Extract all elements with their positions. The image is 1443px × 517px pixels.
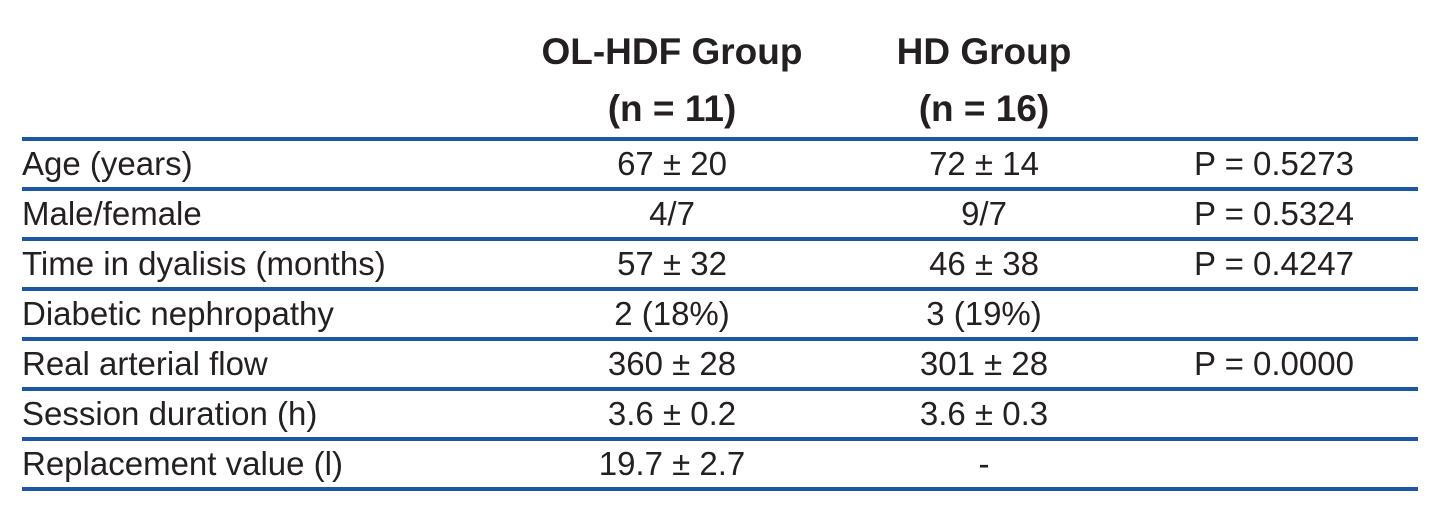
table-row-diabetic-nephropathy: Diabetic nephropathy 2 (18%) 3 (19%) [22,289,1418,341]
table-row-real-arterial-flow: Real arterial flow 360 ± 28 301 ± 28 P =… [22,339,1418,391]
table-row-time-in-dialysis: Time in dyalisis (months) 57 ± 32 46 ± 3… [22,239,1418,291]
olhdf-value: 67 ± 20 [452,139,892,191]
row-label: Replacement value (l) [22,439,452,491]
olhdf-value: 4/7 [452,189,892,241]
row-label: Diabetic nephropathy [22,289,452,341]
olhdf-value: 57 ± 32 [452,239,892,291]
table-header: OL-HDF Group (n = 11) HD Group (n = 16) [22,0,1418,141]
olhdf-value: 2 (18%) [452,289,892,341]
hd-value: 3.6 ± 0.3 [892,389,1076,441]
hd-value: 301 ± 28 [892,339,1076,391]
p-value: P = 0.0000 [1076,339,1418,391]
hd-group-title: HD Group [896,31,1072,72]
olhdf-value: 19.7 ± 2.7 [452,439,892,491]
header-row: OL-HDF Group (n = 11) HD Group (n = 16) [22,0,1418,141]
row-label: Real arterial flow [22,339,452,391]
p-value [1076,439,1418,491]
header-hd-group: HD Group (n = 16) [892,0,1076,141]
table-row-sex: Male/female 4/7 9/7 P = 0.5324 [22,189,1418,241]
row-label: Age (years) [22,139,452,191]
hd-value: 9/7 [892,189,1076,241]
table-row-age: Age (years) 67 ± 20 72 ± 14 P = 0.5273 [22,139,1418,191]
p-value: P = 0.5273 [1076,139,1418,191]
olhdf-group-title: OL-HDF Group [541,31,803,72]
hd-group-n: (n = 16) [918,88,1050,129]
header-empty-label-cell [22,0,452,141]
p-value [1076,389,1418,441]
olhdf-value: 360 ± 28 [452,339,892,391]
p-value: P = 0.5324 [1076,189,1418,241]
row-label: Time in dyalisis (months) [22,239,452,291]
header-olhdf-group: OL-HDF Group (n = 11) [452,0,892,141]
patient-characteristics-table: OL-HDF Group (n = 11) HD Group (n = 16) … [22,0,1418,491]
hd-value: - [892,439,1076,491]
hd-value: 72 ± 14 [892,139,1076,191]
p-value: P = 0.4247 [1076,239,1418,291]
header-empty-p-cell [1076,0,1418,141]
olhdf-group-n: (n = 11) [607,88,737,129]
table-row-replacement-value: Replacement value (l) 19.7 ± 2.7 - [22,439,1418,491]
row-label: Male/female [22,189,452,241]
row-label: Session duration (h) [22,389,452,441]
table-row-session-duration: Session duration (h) 3.6 ± 0.2 3.6 ± 0.3 [22,389,1418,441]
p-value [1076,289,1418,341]
hd-value: 46 ± 38 [892,239,1076,291]
olhdf-value: 3.6 ± 0.2 [452,389,892,441]
table-body: Age (years) 67 ± 20 72 ± 14 P = 0.5273 M… [22,139,1418,491]
hd-value: 3 (19%) [892,289,1076,341]
